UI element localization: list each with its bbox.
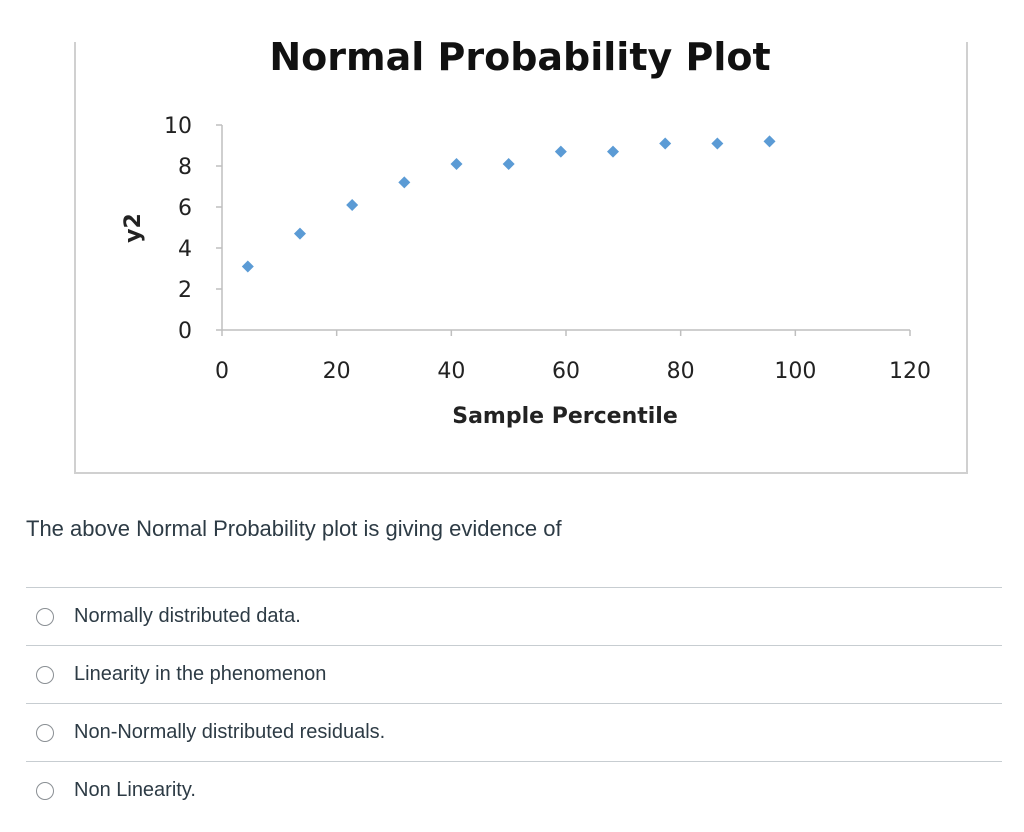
radio-button[interactable]: [36, 607, 54, 626]
data-point: [607, 145, 620, 158]
x-tick-label: 60: [552, 359, 580, 384]
option-label: Linearity in the phenomenon: [74, 663, 327, 685]
option-label: Non-Normally distributed residuals.: [74, 721, 386, 743]
x-tick-label: 120: [889, 359, 931, 384]
y-tick-label: 4: [178, 237, 192, 262]
option-normally-distributed[interactable]: Normally distributed data.: [26, 587, 1002, 645]
data-point: [763, 135, 776, 148]
x-axis-title: Sample Percentile: [452, 404, 678, 429]
option-label: Non Linearity.: [74, 779, 196, 801]
option-non-normal-residuals[interactable]: Non-Normally distributed residuals.: [26, 703, 1002, 761]
chart-frame: [74, 42, 968, 474]
y-tick-label: 0: [178, 319, 192, 344]
option-linearity[interactable]: Linearity in the phenomenon: [26, 645, 1002, 703]
x-tick-label: 80: [667, 359, 695, 384]
data-point: [659, 137, 672, 150]
y-tick-label: 2: [178, 278, 192, 303]
y-tick-label: 8: [178, 155, 192, 180]
answer-options: Normally distributed data. Linearity in …: [26, 587, 1002, 819]
question-text: The above Normal Probability plot is giv…: [26, 516, 562, 541]
data-point: [711, 137, 724, 150]
data-point: [554, 145, 567, 158]
data-point: [241, 260, 254, 273]
y-tick-label: 10: [164, 114, 192, 139]
data-point: [502, 157, 515, 170]
option-label: Normally distributed data.: [74, 605, 301, 627]
option-non-linearity[interactable]: Non Linearity.: [26, 761, 1002, 819]
x-tick-label: 40: [437, 359, 465, 384]
radio-button[interactable]: [36, 723, 54, 742]
x-tick-label: 0: [215, 359, 229, 384]
data-point: [346, 198, 359, 211]
chart-title: Normal Probability Plot: [269, 35, 770, 79]
y-axis-title: y2: [121, 213, 146, 243]
data-point: [450, 157, 463, 170]
x-tick-label: 100: [774, 359, 816, 384]
chart-points: [241, 135, 776, 273]
radio-button[interactable]: [36, 665, 54, 684]
y-tick-label: 6: [178, 196, 192, 221]
x-tick-label: 20: [323, 359, 351, 384]
radio-button[interactable]: [36, 781, 54, 800]
data-point: [293, 227, 306, 240]
data-point: [398, 176, 411, 189]
